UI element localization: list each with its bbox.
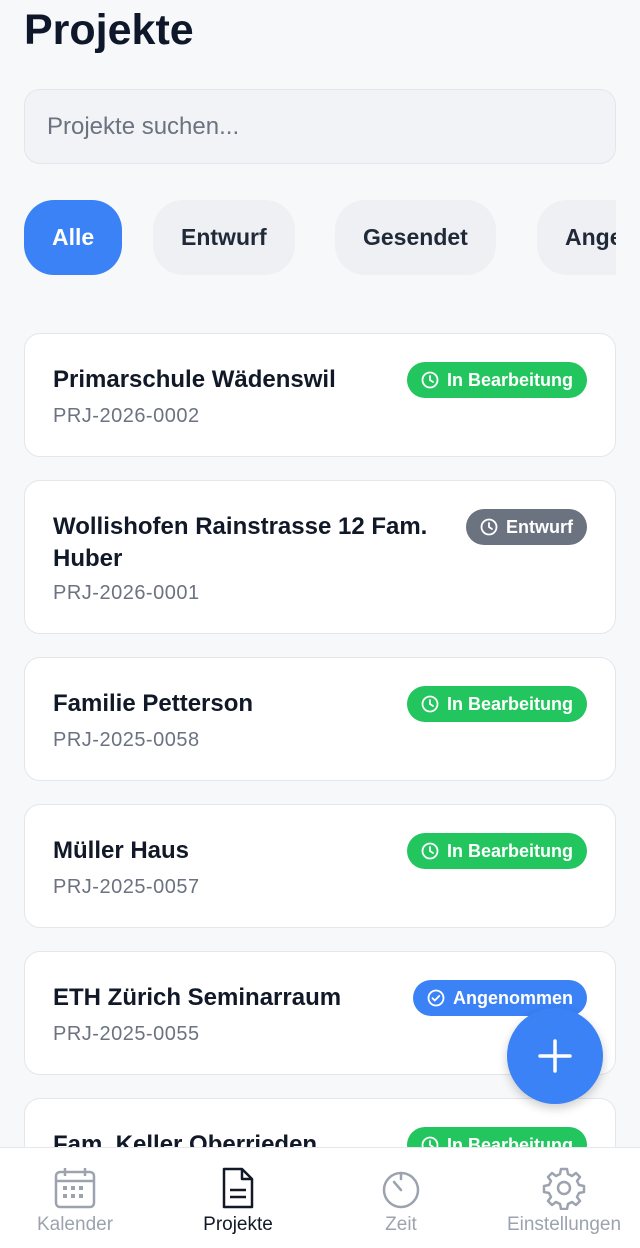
status-text: Angenommen xyxy=(452,988,573,1008)
tab-label: Projekte xyxy=(203,1214,273,1235)
tab-label: Kalender xyxy=(36,1214,114,1235)
status-text: In Bearbeitung xyxy=(446,841,573,861)
status-badge: Entwurf xyxy=(466,509,587,545)
clock-icon xyxy=(421,842,439,860)
tab-label: Zeit xyxy=(385,1214,417,1235)
status-text: Entwurf xyxy=(506,517,573,537)
filter-bar: Alle Entwurf Gesendet Angenommen xyxy=(24,200,616,276)
project-title: Familie Petterson xyxy=(53,690,254,717)
project-id: PRJ-2025-0055 xyxy=(53,1023,200,1045)
project-id: PRJ-2026-0001 xyxy=(53,582,200,604)
project-id: PRJ-2026-0002 xyxy=(53,405,200,427)
tab[interactable]: Kalender xyxy=(0,1148,155,1236)
clock-icon xyxy=(480,518,498,536)
calendar-icon xyxy=(54,1168,96,1209)
filter-chip[interactable]: Gesendet xyxy=(335,200,496,275)
search-input[interactable]: Projekte suchen... xyxy=(24,89,616,164)
add-button[interactable] xyxy=(507,1008,603,1104)
card-header: Primarschule Wädenswil In Bearbeitung xyxy=(53,362,587,398)
card-header: Wollishofen Rainstrasse 12 Fam. Huber Ent… xyxy=(53,509,587,575)
filter-chip[interactable]: Entwurf xyxy=(153,200,295,275)
tab-bar: Kalender Projekte Zeit Einstellungen xyxy=(0,1147,640,1248)
project-list: Primarschule Wädenswil In Bearbeitung PRJ-… xyxy=(24,333,616,1190)
status-text: In Bearbeitung xyxy=(446,694,573,714)
clock-icon xyxy=(421,371,439,389)
check-icon xyxy=(427,989,445,1007)
tab-label: Einstellungen xyxy=(506,1214,622,1235)
project-id: PRJ-2025-0057 xyxy=(53,876,200,898)
status-badge: In Bearbeitung xyxy=(406,362,587,398)
project-title: Wollishofen Rainstrasse 12 Fam. Huber xyxy=(53,513,428,572)
status-badge: In Bearbeitung xyxy=(406,833,587,869)
project-card[interactable]: Primarschule Wädenswil In Bearbeitung PRJ-… xyxy=(24,333,616,457)
page-title: Projekte xyxy=(24,6,194,54)
project-title: Primarschule Wädenswil xyxy=(53,366,336,393)
project-card[interactable]: Wollishofen Rainstrasse 12 Fam. Huber Ent… xyxy=(24,480,616,634)
timer-icon xyxy=(382,1171,420,1209)
project-id: PRJ-2025-0058 xyxy=(53,729,200,751)
clock-icon xyxy=(421,695,439,713)
tab[interactable]: Projekte xyxy=(158,1148,318,1236)
project-card[interactable]: Müller Haus In Bearbeitung PRJ-2025-0057 xyxy=(24,804,616,928)
card-header: Müller Haus In Bearbeitung xyxy=(53,833,587,869)
project-title: Müller Haus xyxy=(53,837,190,864)
document-icon xyxy=(222,1167,254,1209)
status-badge: In Bearbeitung xyxy=(406,686,587,722)
filter-chip[interactable]: Alle xyxy=(24,200,123,275)
project-title: ETH Zürich Seminarraum xyxy=(53,984,342,1011)
filter-chip[interactable]: Angenommen xyxy=(537,200,616,275)
card-header: Familie Petterson In Bearbeitung xyxy=(53,686,587,722)
settings-icon xyxy=(542,1167,586,1210)
tab[interactable]: Einstellungen xyxy=(484,1148,640,1236)
status-text: In Bearbeitung xyxy=(446,370,573,390)
plus-icon xyxy=(538,1039,572,1073)
tab[interactable]: Zeit xyxy=(321,1148,481,1236)
project-card[interactable]: Familie Petterson In Bearbeitung PRJ-2025-… xyxy=(24,657,616,781)
